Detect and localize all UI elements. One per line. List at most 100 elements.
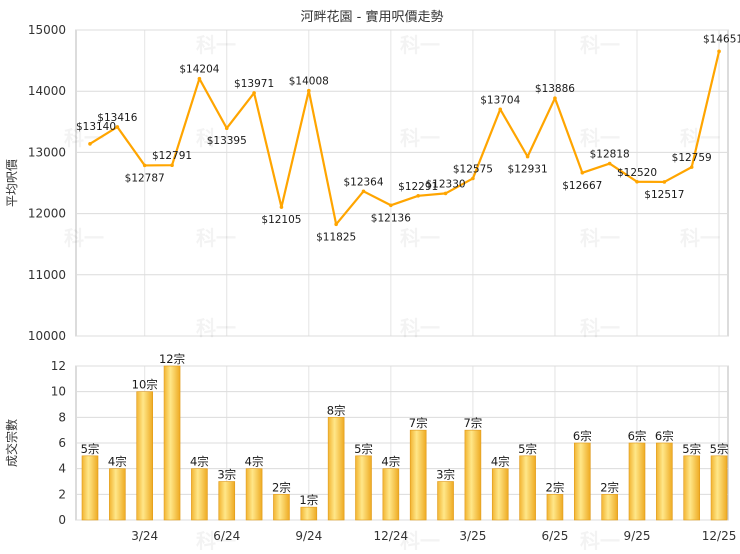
price-y-tick-label: 14000: [28, 84, 66, 98]
volume-data-label: 4宗: [381, 455, 400, 469]
price-plot: 100001100012000130001400015000平均呎價科一科一科一…: [5, 23, 740, 553]
volume-bar: [382, 468, 400, 521]
volume-data-label: 5宗: [518, 442, 537, 456]
price-point: [307, 88, 311, 93]
volume-data-label: 12宗: [159, 352, 185, 366]
volume-y-tick-label: 10: [51, 385, 66, 399]
volume-bar: [191, 468, 208, 521]
price-data-label: $13140: [76, 121, 116, 133]
volume-data-label: 3宗: [217, 468, 236, 482]
watermark: 科一: [400, 316, 440, 340]
volume-y-axis-label: 成交宗數: [4, 419, 19, 467]
watermark: 科一: [680, 226, 720, 250]
watermark: 科一: [196, 226, 236, 250]
price-data-label: $13416: [97, 112, 137, 124]
price-data-label: $13704: [480, 94, 520, 106]
price-point: [142, 163, 147, 168]
volume-bar: [163, 365, 181, 521]
volume-bar: [656, 442, 673, 521]
price-point: [224, 126, 229, 131]
volume-data-label: 4宗: [245, 455, 264, 469]
volume-bar: [464, 429, 482, 521]
price-point: [88, 142, 92, 146]
price-data-label: $12105: [261, 214, 301, 226]
price-data-label: $12791: [152, 150, 192, 162]
price-data-label: $13971: [234, 78, 274, 90]
price-data-label: $12136: [371, 212, 411, 224]
price-point: [662, 180, 667, 184]
price-data-label: $12520: [617, 167, 657, 179]
price-data-label: $12517: [644, 189, 684, 201]
price-data-label: $14008: [289, 76, 329, 88]
volume-data-label: 3宗: [436, 468, 455, 482]
volume-data-label: 5宗: [710, 442, 729, 456]
volume-data-label: 5宗: [682, 442, 701, 456]
price-y-tick-label: 15000: [28, 23, 66, 37]
price-point: [498, 107, 503, 112]
watermark: 科一: [64, 226, 104, 250]
volume-bar: [519, 455, 536, 521]
volume-bar: [491, 468, 509, 521]
price-data-label: $13395: [207, 135, 247, 147]
volume-bar: [327, 417, 345, 521]
price-point: [416, 193, 421, 198]
price-point: [252, 91, 256, 95]
price-y-tick-label: 12000: [28, 207, 66, 221]
price-data-label: $12787: [125, 172, 165, 184]
price-data-label: $12575: [453, 163, 493, 175]
volume-y-tick-label: 8: [58, 410, 66, 424]
volume-data-label: 2宗: [600, 480, 619, 494]
price-point: [443, 191, 448, 196]
price-point: [115, 125, 120, 129]
price-y-axis-label: 平均呎價: [5, 159, 19, 207]
volume-data-label: 7宗: [463, 416, 482, 430]
price-y-tick-label: 10000: [28, 329, 66, 343]
volume-bar: [81, 455, 99, 521]
price-point: [471, 176, 475, 181]
price-point: [525, 154, 530, 159]
volume-data-label: 4宗: [190, 455, 209, 469]
x-tick-label: 6/25: [541, 529, 568, 543]
volume-bar: [573, 442, 591, 521]
x-tick-label: 6/24: [213, 529, 240, 543]
price-data-label: $14204: [179, 64, 219, 76]
volume-bar: [245, 468, 263, 521]
price-point: [197, 76, 202, 81]
watermark: 科一: [64, 126, 104, 150]
volume-data-label: 8宗: [327, 403, 346, 417]
x-tick-label: 9/24: [295, 529, 322, 543]
volume-data-label: 6宗: [655, 429, 674, 443]
watermark: 科一: [580, 529, 620, 550]
volume-bar: [546, 494, 564, 521]
volume-data-label: 4宗: [491, 455, 510, 469]
price-data-label: $12667: [562, 180, 602, 192]
volume-data-label: 6宗: [628, 429, 647, 443]
price-point: [334, 222, 338, 227]
x-tick-label: 12/24: [374, 529, 409, 543]
volume-bar: [300, 506, 318, 521]
price-point: [607, 161, 612, 166]
price-data-label: $12759: [672, 152, 712, 164]
price-data-label: $11825: [316, 231, 356, 243]
volume-bar: [109, 468, 126, 521]
x-tick-label: 3/25: [459, 529, 486, 543]
watermark: 科一: [580, 33, 620, 57]
volume-y-tick-label: 2: [58, 487, 66, 501]
watermark: 科一: [196, 316, 236, 340]
watermark: 科一: [580, 226, 620, 250]
watermark: 科一: [400, 126, 440, 150]
volume-data-label: 5宗: [81, 442, 100, 456]
watermark: 科一: [196, 529, 236, 550]
price-point: [361, 189, 366, 194]
volume-y-tick-label: 12: [51, 359, 66, 373]
watermark: 科一: [400, 226, 440, 250]
volume-data-label: 7宗: [409, 416, 428, 430]
x-tick-label: 9/25: [624, 529, 651, 543]
watermark: 科一: [400, 33, 440, 57]
price-plot-frame: [75, 29, 729, 337]
price-data-label: $12818: [590, 149, 630, 161]
x-tick-label: 3/24: [131, 529, 158, 543]
volume-bar: [437, 481, 454, 521]
price-data-label: $13886: [535, 83, 575, 95]
